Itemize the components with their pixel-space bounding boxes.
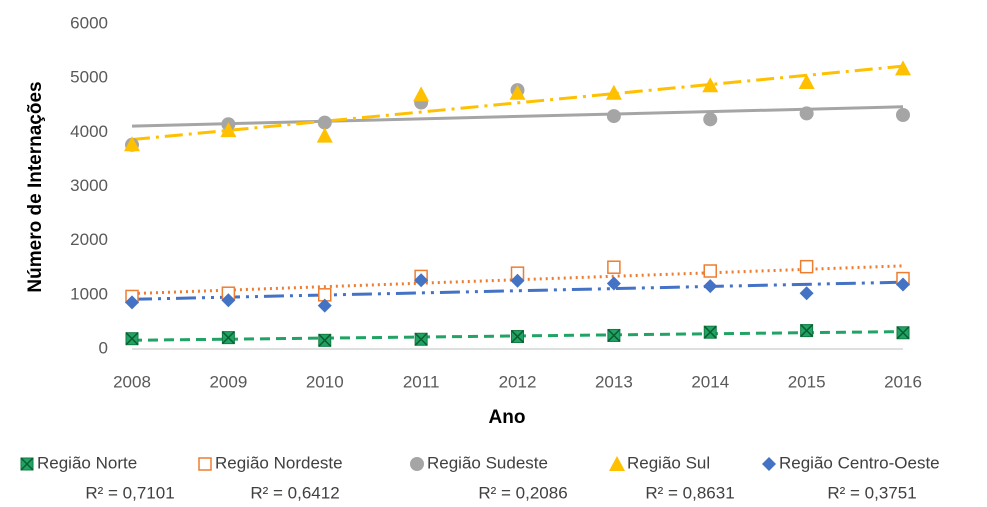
marker-cross xyxy=(414,332,428,346)
y-tick-label: 6000 xyxy=(70,13,108,32)
marker xyxy=(317,298,332,313)
legend: Região Norte R² = 0,7101 Região Nordeste R²… xyxy=(20,453,940,502)
marker xyxy=(125,295,139,310)
marker xyxy=(799,106,814,121)
x-axis-title: Ano xyxy=(489,407,526,428)
marker xyxy=(703,325,717,339)
marker xyxy=(414,273,429,288)
marker xyxy=(800,324,814,338)
marker xyxy=(606,109,621,124)
r-squared-label: R² = 0,7101 xyxy=(85,483,174,502)
x-tick-label: 2010 xyxy=(306,372,344,391)
marker-cross xyxy=(125,332,139,346)
marker xyxy=(896,108,910,122)
marker xyxy=(798,73,815,89)
marker xyxy=(221,331,235,345)
marker xyxy=(125,332,139,346)
r-squared-label: R² = 0,2086 xyxy=(478,483,567,502)
x-tick-label: 2008 xyxy=(113,372,151,391)
y-tick-label: 2000 xyxy=(70,230,108,249)
marker xyxy=(509,84,526,100)
marker xyxy=(703,264,717,278)
trendline xyxy=(131,280,904,301)
legend-label: Região Norte xyxy=(37,453,137,472)
marker xyxy=(318,333,332,347)
marker xyxy=(317,115,332,130)
marker xyxy=(220,122,237,138)
marker xyxy=(762,457,776,471)
marker xyxy=(124,136,140,152)
marker-cross xyxy=(318,333,332,347)
x-tick-label: 2016 xyxy=(884,372,922,391)
x-tick-label: 2009 xyxy=(209,372,247,391)
marker xyxy=(703,112,718,127)
marker xyxy=(607,260,621,274)
r-squared-label: R² = 0,8631 xyxy=(645,483,734,502)
marker xyxy=(609,456,625,471)
marker xyxy=(20,457,34,471)
y-axis-title: Número de Internações xyxy=(25,81,46,292)
marker xyxy=(510,273,525,288)
trendline xyxy=(131,105,904,128)
x-tick-label: 2014 xyxy=(691,372,729,391)
r-squared-label: R² = 0,6412 xyxy=(250,483,339,502)
y-tick-label: 5000 xyxy=(70,68,108,87)
marker-cross xyxy=(607,328,621,342)
marker-cross xyxy=(703,325,717,339)
marker xyxy=(198,457,212,471)
y-tick-label: 0 xyxy=(99,338,108,357)
y-tick-label: 4000 xyxy=(70,122,108,141)
marker xyxy=(896,326,910,340)
x-tick-label: 2013 xyxy=(595,372,633,391)
marker-cross xyxy=(896,326,910,340)
marker xyxy=(702,77,719,93)
legend-label: Região Nordeste xyxy=(215,453,343,472)
trendline xyxy=(131,64,904,142)
x-tick-label: 2011 xyxy=(403,372,440,391)
marker xyxy=(703,279,718,294)
legend-label: Região Sudeste xyxy=(427,453,548,472)
marker xyxy=(607,328,621,342)
x-tick-label: 2012 xyxy=(499,372,537,391)
marker xyxy=(799,259,814,274)
marker-cross xyxy=(221,331,235,345)
marker xyxy=(799,286,814,301)
marker xyxy=(606,276,621,291)
r-squared-label: R² = 0,3751 xyxy=(827,483,916,502)
marker-cross xyxy=(800,324,814,338)
y-tick-label: 1000 xyxy=(70,284,108,303)
marker xyxy=(221,293,236,308)
marker xyxy=(410,457,424,471)
marker xyxy=(414,332,428,346)
y-tick-label: 3000 xyxy=(70,176,108,195)
x-tick-label: 2015 xyxy=(788,372,826,391)
marker xyxy=(605,84,622,100)
marker xyxy=(316,127,333,143)
marker-cross xyxy=(510,330,525,344)
marker xyxy=(510,330,525,344)
marker xyxy=(895,60,911,76)
legend-label: Região Centro-Oeste xyxy=(779,453,940,472)
legend-label: Região Sul xyxy=(627,453,710,472)
marker xyxy=(896,277,910,292)
marker xyxy=(413,86,430,102)
marker-cross xyxy=(20,457,34,471)
